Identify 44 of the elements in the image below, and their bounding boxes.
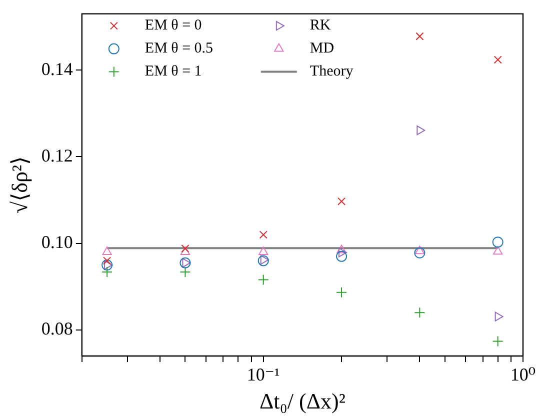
point <box>492 236 504 248</box>
point <box>336 250 348 262</box>
point <box>494 312 504 322</box>
point <box>494 56 502 64</box>
legend-label: Theory <box>310 64 354 80</box>
point <box>337 197 346 206</box>
point <box>102 260 113 271</box>
legend-label: RK <box>310 18 331 34</box>
point <box>103 256 112 265</box>
legend-label: MD <box>310 40 334 57</box>
point <box>102 266 113 278</box>
y-tick-label: 0.14 <box>41 58 73 79</box>
y-axis-title: √⟨δρ²⟩ <box>6 156 32 214</box>
legend-label: EM θ = 0 <box>144 18 202 34</box>
point <box>258 274 269 286</box>
y-tick-label: 0.10 <box>41 232 73 252</box>
point <box>416 32 424 40</box>
x-tick-label: 10⁰ <box>510 364 536 385</box>
point <box>338 248 348 258</box>
point <box>181 244 190 253</box>
point <box>182 258 191 268</box>
point <box>258 246 268 256</box>
point <box>180 257 191 268</box>
x-tick-label: 10⁻¹ <box>246 364 280 385</box>
point <box>336 286 348 298</box>
legend-label: EM θ = 1 <box>144 64 202 80</box>
point <box>180 266 191 278</box>
y-tick-label: 0.08 <box>41 318 73 339</box>
x-axis-title: Δt₀/ (Δx)² <box>259 388 346 414</box>
point <box>102 246 112 256</box>
point <box>258 255 269 266</box>
point <box>104 260 113 270</box>
y-tick-label: 0.12 <box>41 145 73 166</box>
point <box>414 246 425 254</box>
point <box>180 246 190 256</box>
point <box>492 336 504 347</box>
point <box>260 255 269 265</box>
point <box>414 247 426 258</box>
point <box>416 125 426 136</box>
point <box>414 307 426 318</box>
legend-label: EM θ = 0.5 <box>144 40 214 57</box>
point <box>336 244 346 254</box>
point <box>493 246 503 255</box>
point <box>259 230 268 239</box>
